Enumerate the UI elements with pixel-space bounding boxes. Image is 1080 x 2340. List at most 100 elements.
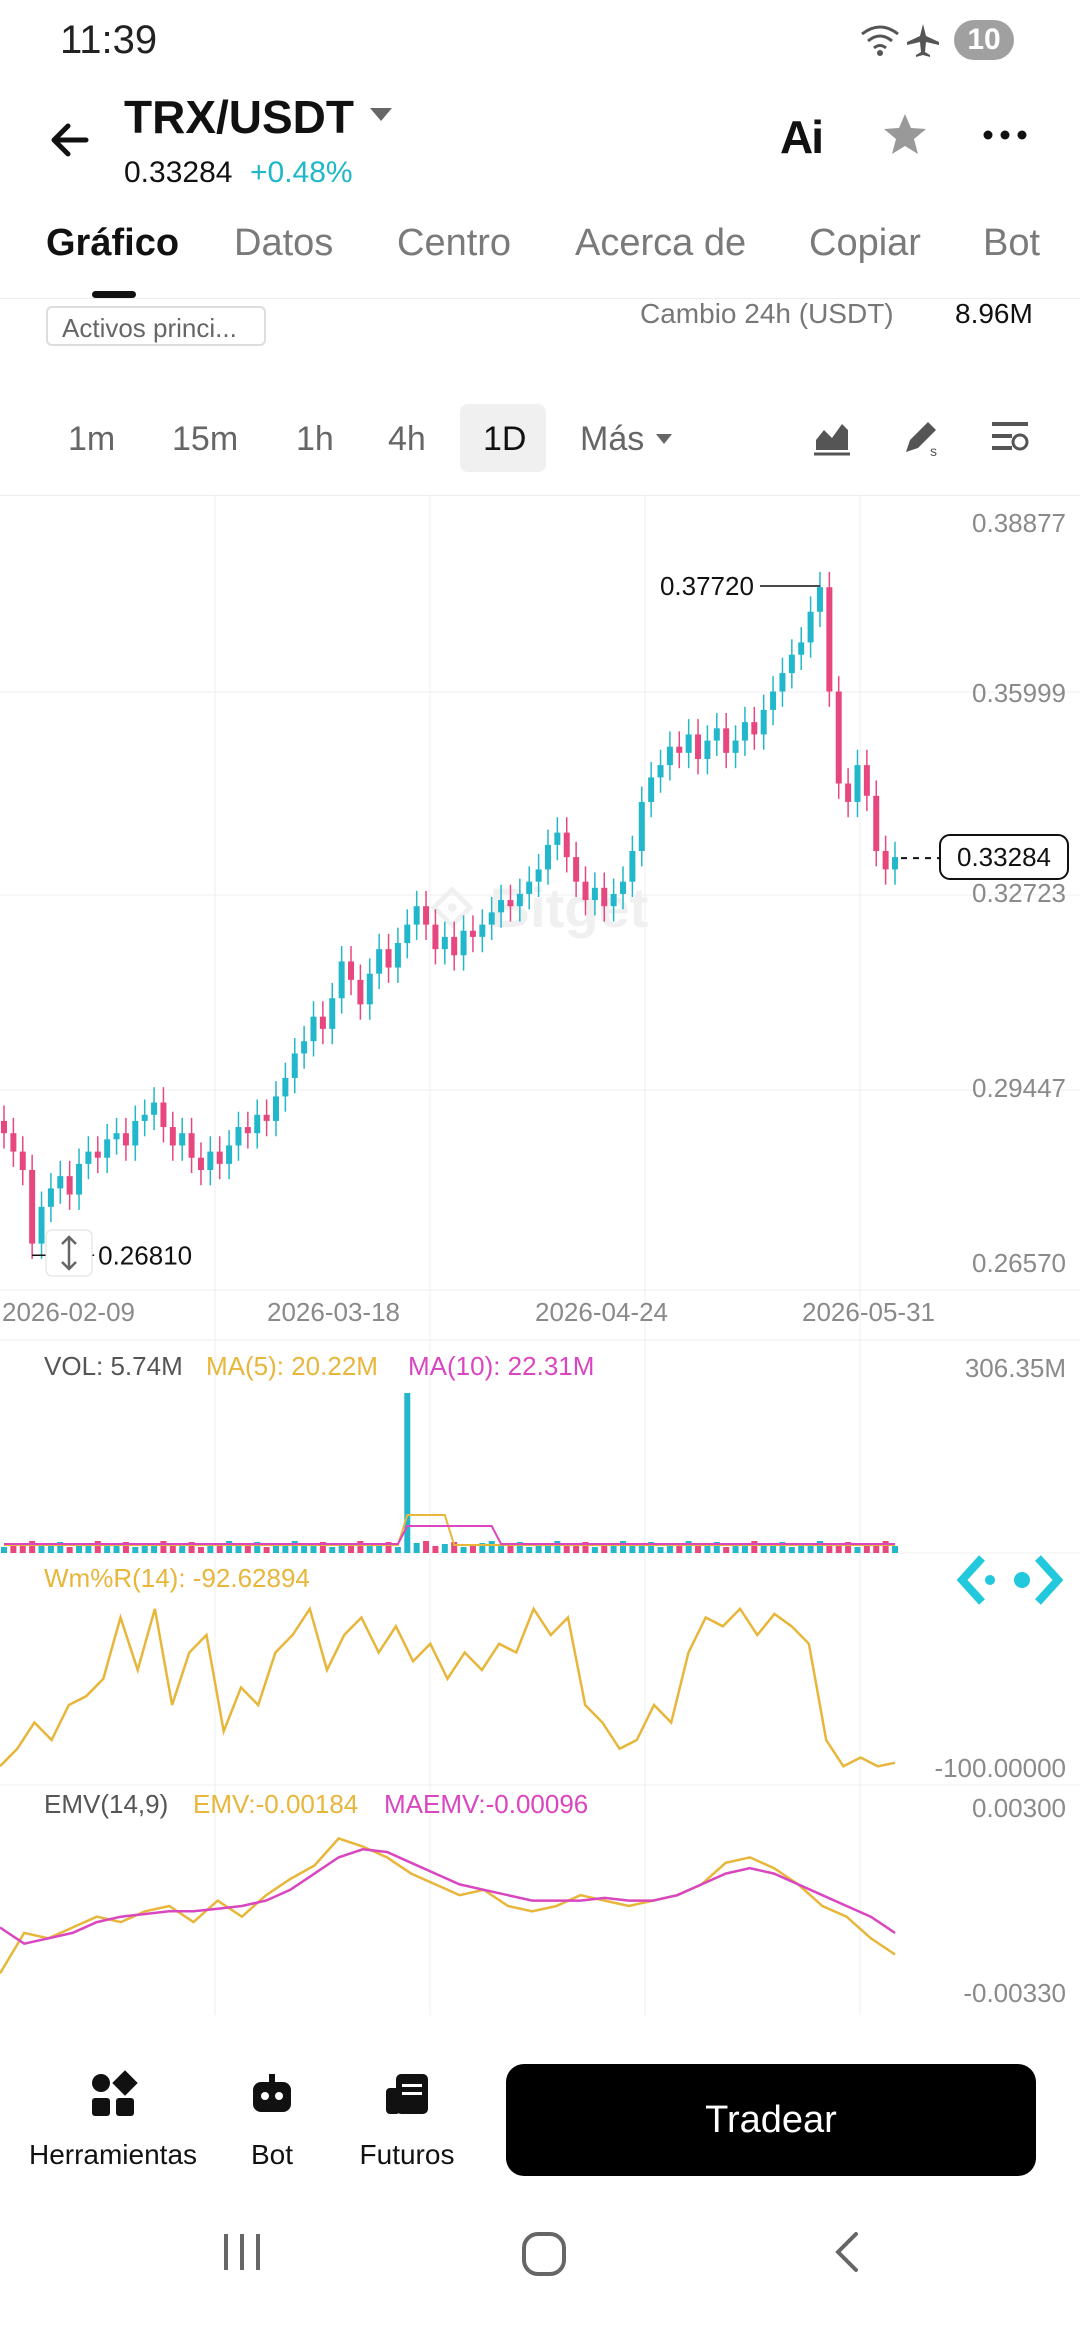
volume-bar (39, 1546, 45, 1553)
ai-button[interactable]: Ai (780, 110, 822, 164)
more-dropdown-icon[interactable] (656, 434, 672, 444)
volume-bar (554, 1541, 560, 1553)
volume-bar (695, 1546, 701, 1553)
price-chart[interactable]: ⟐ Bitget 0.37720 0.26810 0.33284 0.38877… (0, 495, 1080, 2015)
candle-body (751, 722, 757, 734)
drawing-tool-icon[interactable]: s (900, 416, 944, 460)
futures-label: Futuros (352, 2139, 462, 2171)
candle-body (282, 1078, 288, 1096)
tabs-divider (0, 298, 1080, 299)
candle-body (367, 974, 373, 1005)
tab-datos[interactable]: Datos (234, 222, 333, 265)
indicator-settings-icon[interactable] (988, 416, 1032, 460)
volume-bar (751, 1541, 757, 1553)
tab-bot[interactable]: Bot (983, 222, 1040, 265)
vol-label: VOL: 5.74M (44, 1351, 183, 1381)
interval-more[interactable]: Más (580, 420, 644, 459)
status-time: 11:39 (60, 18, 157, 63)
candle-body (160, 1103, 166, 1128)
airplane-icon (905, 22, 941, 58)
interval-1h[interactable]: 1h (296, 420, 334, 459)
pair-dropdown-icon[interactable] (370, 108, 392, 121)
volume-bar (854, 1547, 860, 1553)
active-tab-indicator (92, 291, 136, 298)
interval-1m[interactable]: 1m (68, 420, 115, 459)
candle-body (189, 1133, 195, 1158)
tab-copiar[interactable]: Copiar (809, 222, 921, 265)
emv-line (0, 1839, 895, 1974)
candle-body (85, 1152, 91, 1164)
candle-body (498, 900, 504, 912)
tab-acerca-de[interactable]: Acerca de (575, 222, 746, 265)
candle-body (873, 796, 879, 851)
svg-text:s: s (930, 443, 937, 459)
battery-indicator: 10 (954, 20, 1014, 60)
main-assets-chip[interactable]: Activos princi... (46, 306, 266, 346)
volume-bar (536, 1545, 542, 1553)
pair-title[interactable]: TRX/USDT (124, 90, 354, 144)
last-price-label: 0.33284 (957, 842, 1051, 872)
candle-body (479, 925, 485, 937)
candle-body (808, 612, 814, 643)
y-tick-5: 0.26570 (972, 1248, 1066, 1278)
back-arrow-icon[interactable] (44, 110, 104, 170)
candle-body (517, 894, 523, 906)
candle-body (264, 1115, 270, 1121)
volume-bar (207, 1545, 213, 1553)
candle-body (432, 925, 438, 950)
volume-bar (892, 1546, 898, 1553)
interval-1d[interactable]: 1D (483, 420, 526, 459)
volume-bar (142, 1545, 148, 1553)
volume-bar (489, 1541, 495, 1553)
chart-scroll-arrows[interactable] (962, 1558, 1058, 1602)
change-24h-value: 8.96M (955, 298, 1033, 330)
candle-body (217, 1152, 223, 1164)
tab-grafico[interactable]: Gráfico (46, 222, 179, 265)
candle-body (170, 1127, 176, 1145)
volume-bar (470, 1545, 476, 1553)
candle-body (39, 1207, 45, 1244)
candle-body (779, 673, 785, 691)
x-tick-4: 2026-05-31 (802, 1297, 935, 1327)
interval-15m[interactable]: 15m (172, 420, 238, 459)
more-options-icon[interactable] (980, 120, 1030, 150)
low-label: 0.26810 (98, 1240, 192, 1270)
volume-bar (10, 1545, 16, 1553)
futures-nav[interactable]: Futuros (352, 2070, 462, 2171)
candle-body (695, 734, 701, 759)
volume-bar (395, 1547, 401, 1553)
candle-body (292, 1053, 298, 1078)
chart-type-icon[interactable] (810, 416, 854, 460)
volume-bar (29, 1541, 35, 1553)
volume-bar (761, 1546, 767, 1553)
header-change: +0.48% (250, 156, 353, 190)
interval-4h[interactable]: 4h (388, 420, 426, 459)
candle-body (198, 1158, 204, 1170)
candle-body (320, 1017, 326, 1029)
recent-apps-icon[interactable] (220, 2230, 264, 2274)
tools-nav[interactable]: Herramientas (28, 2070, 198, 2171)
y-tick-2: 0.35999 (972, 678, 1066, 708)
candle-body (704, 741, 710, 759)
bot-nav[interactable]: Bot (232, 2070, 312, 2171)
trade-button[interactable]: Tradear (506, 2064, 1036, 2176)
candle-body (761, 710, 767, 735)
candle-body (564, 833, 570, 858)
candle-body (639, 802, 645, 851)
candle-body (207, 1152, 213, 1170)
tab-centro[interactable]: Centro (397, 222, 511, 265)
volume-bar (442, 1544, 448, 1553)
volume-bar (170, 1546, 176, 1553)
home-icon[interactable] (520, 2230, 568, 2278)
candle-body (629, 851, 635, 882)
candle-body (714, 728, 720, 740)
favorite-star-icon[interactable] (880, 110, 930, 160)
x-tick-2: 2026-03-18 (267, 1297, 400, 1327)
candle-body (554, 833, 560, 845)
volume-bar (601, 1545, 607, 1553)
candle-body (526, 882, 532, 894)
volume-bar (160, 1541, 166, 1553)
volume-bar (620, 1541, 626, 1553)
system-back-icon[interactable] (826, 2230, 870, 2274)
candle-body (395, 943, 401, 968)
